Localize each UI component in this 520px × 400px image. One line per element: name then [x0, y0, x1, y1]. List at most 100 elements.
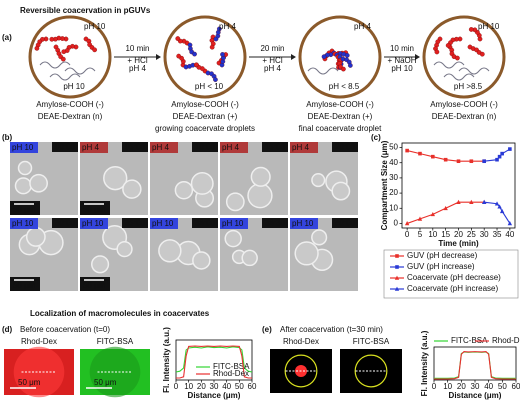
- ph-badge-label: pH 10: [12, 143, 34, 152]
- polymer-bead: [34, 46, 40, 51]
- vesicle-image: [91, 255, 110, 274]
- point: [431, 154, 435, 159]
- point: [482, 159, 486, 164]
- time-badge: [332, 218, 358, 228]
- time-label: 00:00: [55, 143, 76, 152]
- arrow-head: [291, 54, 296, 60]
- panel-title: Before coacervation (t=0): [20, 325, 110, 334]
- arrow-label: + NaOH: [387, 56, 416, 65]
- arrow-label: pH 4: [129, 64, 146, 73]
- y-axis-label: Fl. Intensity (a.u.): [420, 330, 429, 396]
- panel-label: (b): [2, 133, 13, 142]
- polymer-strand: [49, 73, 81, 81]
- polymer-bead: [176, 53, 182, 59]
- vesicle-image: [174, 180, 194, 200]
- section-title: Localization of macromolecules in coacer…: [30, 309, 210, 318]
- legend-marker: [394, 286, 400, 291]
- time-label: 35:00: [125, 219, 146, 228]
- ph-label: pH 4: [219, 22, 236, 31]
- ph-badge-label: pH 4: [82, 143, 99, 152]
- series-line: [176, 345, 252, 379]
- point: [418, 151, 422, 156]
- x-tick-label: 60: [512, 382, 520, 391]
- point: [507, 221, 513, 226]
- y-axis-label: Fl. Intensity (a.u.): [162, 327, 171, 393]
- x-axis-label: Distance (μm): [188, 391, 241, 400]
- time-label: 05:00: [125, 143, 146, 152]
- x-tick-label: 5: [418, 230, 423, 239]
- scale-bar-label: 50 μm: [83, 205, 106, 214]
- ph-badge: [220, 218, 248, 229]
- vesicle-image: [247, 182, 273, 209]
- ph-label: pH < 8.5: [329, 82, 360, 91]
- polymer-bead: [175, 36, 181, 41]
- caption: growing coacervate droplets: [155, 124, 255, 133]
- ph-badge-label: pH 10: [292, 219, 314, 228]
- x-tick-label: 25: [467, 230, 476, 239]
- x-tick-label: 20: [197, 382, 206, 391]
- legend-marker: [394, 275, 400, 280]
- polymer-bead: [60, 56, 66, 62]
- polymer-bead: [434, 49, 440, 55]
- arrow-label: pH 4: [264, 64, 281, 73]
- arrow-label: + HCl: [127, 56, 147, 65]
- caption: Amylose-COOH (-): [36, 100, 104, 109]
- vesicle-image: [25, 227, 46, 247]
- caption: final coacervate droplet: [299, 124, 382, 133]
- ph-badge-label: pH 4: [152, 143, 169, 152]
- caption: Amylose-COOH (-): [171, 100, 239, 109]
- polymer-bead: [344, 53, 350, 58]
- arrow-label: 10 min: [390, 44, 414, 53]
- point: [494, 201, 500, 206]
- image-label: FITC-BSA: [97, 337, 134, 346]
- ph-label: pH < 10: [195, 82, 224, 91]
- polymer-bead: [468, 27, 474, 32]
- point: [499, 208, 505, 214]
- x-tick-label: 50: [235, 382, 244, 391]
- time-label: 30:00: [55, 219, 76, 228]
- legend-marker: [395, 265, 399, 269]
- ph-badge-label: pH 10: [12, 219, 34, 228]
- plot-frame: [401, 142, 516, 229]
- legend-label: FITC-BSA: [451, 336, 488, 345]
- scale-bar-label: 50 μm: [13, 281, 36, 290]
- vesicle-image: [294, 241, 319, 266]
- vesicle-image: [103, 165, 128, 191]
- panel-label: (a): [2, 33, 12, 42]
- ph-label: pH 10: [478, 22, 500, 31]
- legend-label: Coacervate (pH decrease): [407, 273, 501, 282]
- time-badge: [192, 142, 218, 152]
- arrow-head: [415, 54, 420, 60]
- vesicle-image: [29, 173, 48, 193]
- y-tick-label: 40: [389, 158, 398, 167]
- polymer-bead: [455, 55, 460, 61]
- polymer-strand: [458, 67, 490, 75]
- polymer-strand: [443, 73, 475, 81]
- point: [456, 199, 461, 204]
- vesicle-outline: [354, 354, 388, 388]
- time-label: 20:00: [335, 143, 356, 152]
- polymer-bead: [341, 66, 346, 72]
- point: [405, 148, 409, 153]
- vesicle-image: [192, 251, 211, 270]
- ph-label: pH >8.5: [454, 82, 483, 91]
- ph-badge: [80, 142, 108, 153]
- y-tick-label: 10: [389, 203, 398, 212]
- polymer-bead: [445, 43, 451, 48]
- ph-label: pH 10: [63, 82, 85, 91]
- vesicle-image: [331, 181, 351, 201]
- point: [469, 159, 474, 164]
- vesicle-image: [190, 171, 214, 195]
- time-badge: [122, 142, 148, 152]
- time-label: 15:00: [265, 143, 286, 152]
- scale-bar-label: 50 μm: [94, 378, 117, 387]
- x-tick-label: 40: [484, 382, 493, 391]
- vesicle-image: [122, 179, 142, 199]
- point: [508, 147, 512, 151]
- scale-bar-label: 50 μm: [18, 378, 41, 387]
- legend-label: Rhod-Dex: [213, 369, 249, 378]
- point: [500, 151, 504, 156]
- polymer-strand: [307, 67, 339, 75]
- x-axis-label: Distance (μm): [449, 391, 502, 400]
